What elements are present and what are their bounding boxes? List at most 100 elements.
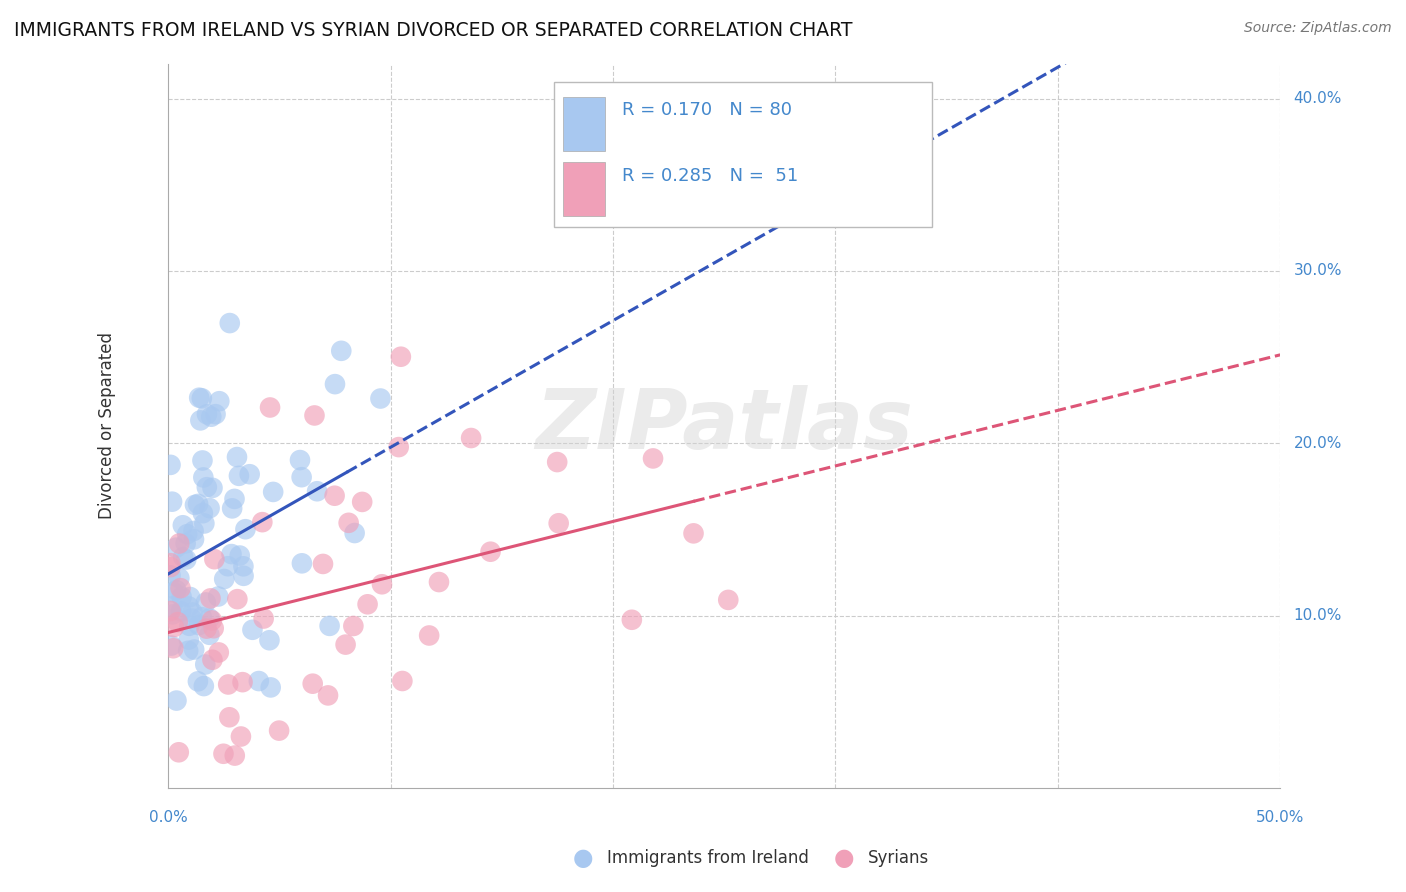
Point (195, 622, 218, 636)
Point (224, 491, 246, 506)
Text: Divorced or Separated: Divorced or Separated (98, 333, 117, 519)
Point (170, 590, 193, 604)
Point (226, 592, 249, 607)
Point (193, 516, 215, 531)
Point (232, 559, 254, 574)
Text: ●: ● (834, 847, 853, 870)
Point (198, 611, 221, 625)
FancyBboxPatch shape (554, 82, 932, 227)
Point (247, 674, 270, 689)
Point (194, 657, 217, 672)
Point (418, 628, 440, 642)
Point (717, 593, 740, 607)
Point (224, 748, 246, 763)
Point (318, 619, 340, 633)
FancyBboxPatch shape (562, 161, 605, 216)
Text: R = 0.170   N = 80: R = 0.170 N = 80 (621, 101, 792, 119)
Point (202, 621, 225, 635)
Point (187, 618, 209, 632)
Point (307, 484, 329, 499)
Point (190, 610, 212, 624)
Point (218, 316, 240, 330)
Point (159, 560, 181, 574)
Point (172, 518, 194, 533)
Point (159, 568, 181, 582)
Point (262, 484, 284, 499)
Point (212, 572, 235, 586)
Text: R = 0.285   N =  51: R = 0.285 N = 51 (621, 168, 799, 186)
Point (221, 501, 243, 516)
Point (160, 494, 183, 508)
Point (342, 619, 364, 633)
Text: Immigrants from Ireland: Immigrants from Ireland (607, 849, 810, 867)
Point (460, 431, 482, 445)
Point (179, 619, 201, 633)
Text: 20.0%: 20.0% (1294, 435, 1341, 450)
Point (200, 591, 222, 606)
Point (174, 536, 197, 550)
Point (194, 595, 217, 609)
Point (198, 501, 221, 516)
Point (191, 453, 214, 467)
Point (169, 581, 191, 595)
Point (172, 550, 194, 565)
Text: ZIPatlas: ZIPatlas (536, 385, 912, 467)
Point (253, 611, 276, 625)
Point (165, 541, 187, 555)
Point (343, 526, 366, 541)
Point (183, 524, 205, 538)
Point (162, 607, 184, 622)
Point (620, 613, 643, 627)
Point (166, 615, 188, 629)
Point (202, 552, 225, 566)
Point (212, 747, 235, 761)
Point (193, 470, 215, 484)
Text: IMMIGRANTS FROM IRELAND VS SYRIAN DIVORCED OR SEPARATED CORRELATION CHART: IMMIGRANTS FROM IRELAND VS SYRIAN DIVORC… (14, 21, 852, 39)
Point (479, 545, 502, 559)
Point (208, 394, 231, 409)
Point (159, 604, 181, 618)
Point (389, 350, 412, 364)
Point (547, 516, 569, 531)
Point (239, 467, 262, 482)
Point (259, 633, 281, 648)
Point (166, 693, 188, 707)
Point (183, 642, 205, 657)
Point (291, 557, 314, 571)
Point (259, 401, 281, 415)
Point (641, 451, 664, 466)
Point (174, 552, 197, 566)
Point (391, 673, 413, 688)
Point (229, 549, 252, 563)
Point (269, 723, 291, 738)
Point (330, 343, 353, 358)
Point (187, 674, 209, 689)
Text: 50.0%: 50.0% (1256, 810, 1305, 824)
Point (335, 638, 357, 652)
Point (226, 450, 249, 464)
Point (260, 681, 283, 695)
Point (177, 632, 200, 647)
Point (323, 377, 346, 392)
FancyBboxPatch shape (562, 96, 605, 151)
Point (177, 644, 200, 658)
Point (217, 677, 239, 691)
Point (316, 689, 339, 703)
Point (167, 536, 190, 550)
Text: 30.0%: 30.0% (1294, 263, 1343, 278)
Point (371, 577, 394, 591)
Point (170, 604, 193, 618)
Point (337, 516, 360, 530)
Point (291, 470, 314, 484)
Text: ●: ● (574, 847, 593, 870)
Point (235, 522, 257, 536)
Point (221, 547, 243, 561)
Point (201, 653, 224, 667)
Point (208, 645, 231, 659)
Point (312, 557, 335, 571)
Point (201, 614, 224, 628)
Point (180, 611, 202, 625)
Point (352, 495, 374, 509)
Point (191, 506, 214, 520)
Point (195, 480, 218, 494)
